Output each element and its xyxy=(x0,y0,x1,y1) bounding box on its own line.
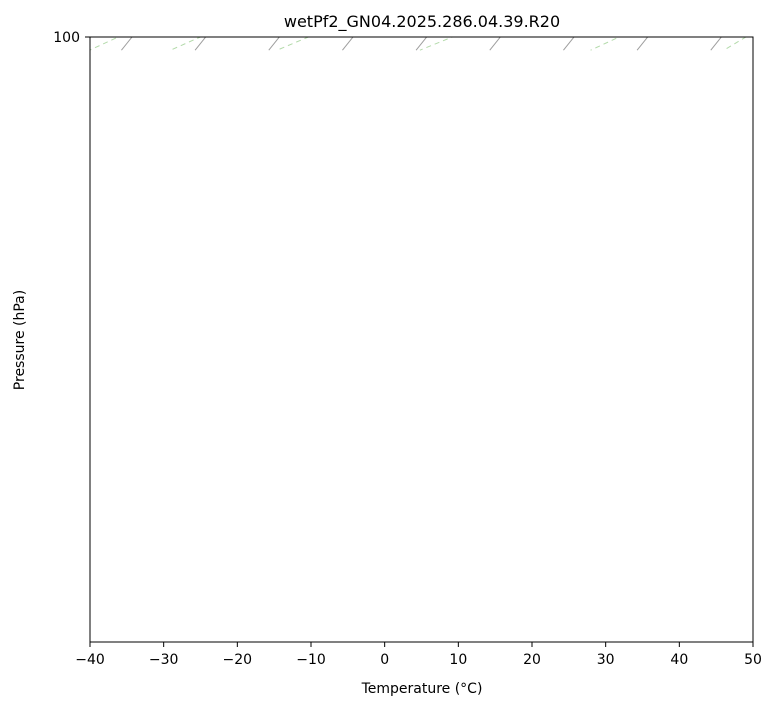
x-tick-label: 10 xyxy=(449,652,467,668)
x-tick-label: −40 xyxy=(75,652,105,668)
y-axis-ticks: 1002003004005006007008009001000 xyxy=(53,30,90,46)
x-tick-label: 0 xyxy=(380,652,389,668)
y-axis-label: Pressure (hPa) xyxy=(12,290,28,390)
x-tick-label: 50 xyxy=(744,652,762,668)
x-tick-label: −30 xyxy=(149,652,179,668)
x-axis-ticks: −40 −30 −20 −10 0 10 20 30 40 50 xyxy=(75,642,762,668)
y-tick-label: 100 xyxy=(53,30,80,46)
x-tick-label: 40 xyxy=(670,652,688,668)
chart-title: wetPf2_GN04.2025.286.04.39.R20 xyxy=(284,12,560,32)
x-tick-label: −10 xyxy=(296,652,326,668)
plot-frame xyxy=(89,36,754,643)
x-tick-label: −20 xyxy=(223,652,253,668)
x-tick-label: 30 xyxy=(597,652,615,668)
x-tick-label: 20 xyxy=(523,652,541,668)
x-axis-label: Temperature (°C) xyxy=(361,681,483,697)
